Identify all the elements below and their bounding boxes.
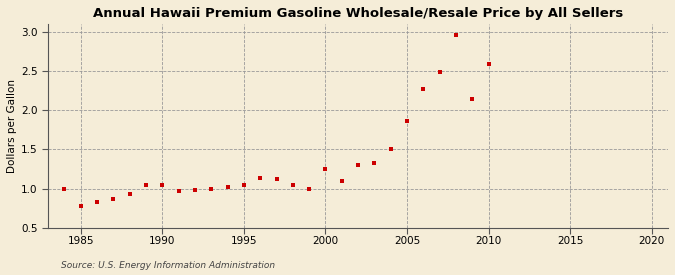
Point [140,183,151,188]
Point [353,163,364,167]
Point [255,175,266,180]
Point [173,189,184,193]
Point [222,185,233,189]
Point [304,187,315,191]
Point [336,179,347,184]
Point [108,197,119,201]
Point [59,187,70,191]
Point [418,87,429,91]
Title: Annual Hawaii Premium Gasoline Wholesale/Resale Price by All Sellers: Annual Hawaii Premium Gasoline Wholesale… [93,7,623,20]
Point [320,167,331,171]
Point [238,182,249,187]
Point [206,186,217,191]
Point [369,161,380,166]
Point [288,182,298,187]
Point [92,200,103,204]
Text: Source: U.S. Energy Information Administration: Source: U.S. Energy Information Administ… [61,260,275,270]
Point [124,192,135,196]
Point [385,147,396,152]
Point [451,33,462,37]
Point [434,70,445,74]
Point [402,119,412,123]
Point [483,62,494,66]
Point [157,182,168,187]
Point [467,97,478,101]
Point [76,204,86,208]
Point [271,177,282,181]
Y-axis label: Dollars per Gallon: Dollars per Gallon [7,79,17,173]
Point [190,188,200,192]
